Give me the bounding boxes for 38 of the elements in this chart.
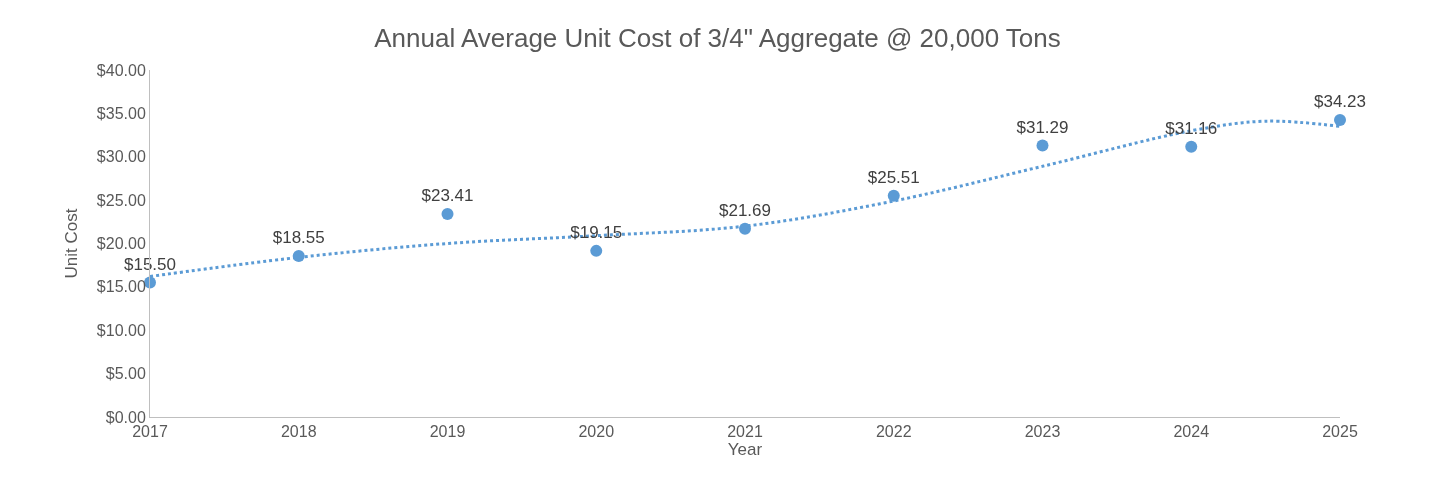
data-label: $25.51 [867,167,920,187]
point [1185,140,1198,153]
data-label: $15.50 [124,254,176,274]
y-tick-label: $0.00 [105,408,146,426]
y-tick-label: $35.00 [96,104,146,122]
x-tick-label: 2023 [1024,423,1061,441]
point [739,222,751,235]
data-label: $18.55 [272,228,325,248]
x-tick-label: 2020 [578,423,615,441]
x-tick-label: 2022 [875,423,912,441]
x-tick-label: 2024 [1173,423,1210,441]
chart-title: Annual Average Unit Cost of 3/4" Aggregate @ 20,000 Tons [374,22,1061,53]
point [1036,139,1049,152]
y-tick-label: $20.00 [96,235,146,253]
x-tick-label: 2025 [1322,423,1358,441]
y-tick-label: $30.00 [96,148,146,166]
data-label: $31.16 [1165,118,1218,138]
x-tick-label: 2019 [429,423,466,441]
point [887,189,900,202]
x-tick-label: 2018 [280,423,317,441]
data-label: $31.29 [1016,117,1069,137]
data-label: $21.69 [719,201,771,221]
y-tick-label: $25.00 [96,191,146,209]
point [292,250,305,263]
y-tick-label: $10.00 [96,321,146,339]
y-axis-title: Unit Cost [62,208,82,279]
point [441,207,454,220]
y-tick-label: $40.00 [96,61,146,79]
y-tick-label: $5.00 [105,365,146,383]
data-label: $23.41 [421,186,474,206]
x-axis-title: Year [727,440,763,460]
data-label: $19.15 [570,223,623,243]
data-label: $34.23 [1314,92,1366,112]
point [1334,114,1346,127]
x-tick-label: 2017 [132,423,168,441]
x-tick-label: 2021 [727,423,763,441]
y-tick-label: $15.00 [96,278,146,296]
point [590,244,603,257]
